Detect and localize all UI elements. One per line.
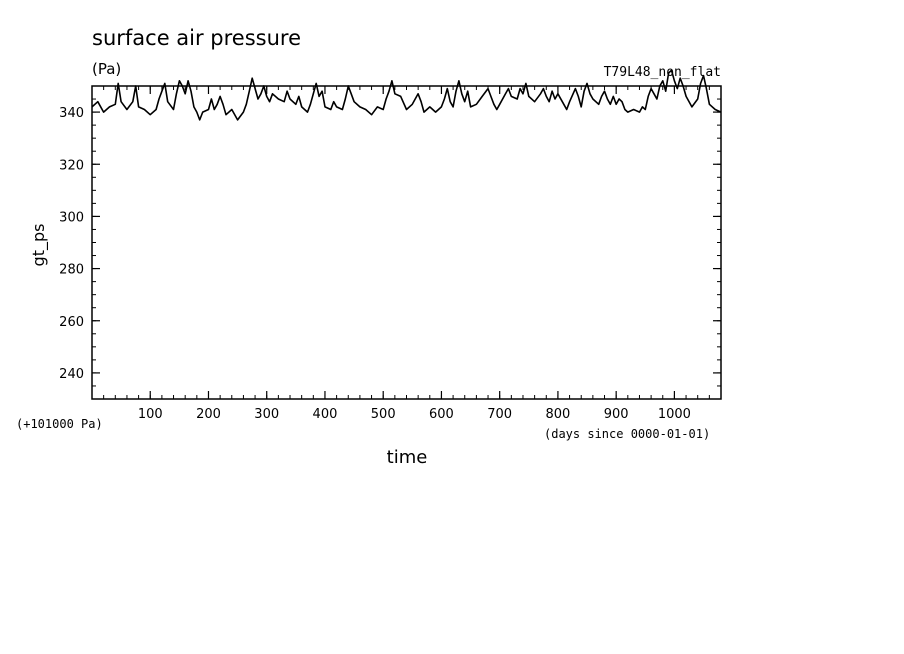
x-tick-label: 100 (138, 407, 163, 422)
plot-frame (91, 85, 722, 400)
x-tick-label: 800 (546, 407, 571, 422)
x-tick-label: 1000 (658, 407, 691, 422)
y-tick-label: 340 (59, 106, 84, 121)
y-tick-label: 240 (59, 367, 84, 382)
y-axis-label: gt_ps (29, 224, 49, 267)
chart-title: surface air pressure (92, 26, 301, 50)
x-tick-label: 500 (371, 407, 396, 422)
y-tick-label: 320 (59, 158, 84, 173)
x-tick-label: 300 (254, 407, 279, 422)
y-tick-label: 260 (59, 315, 84, 330)
y-tick-label: 300 (59, 210, 84, 225)
y-offset-note: (+101000 Pa) (16, 417, 103, 431)
x-tick-label: 600 (429, 407, 454, 422)
units-label: (Pa) (92, 60, 121, 78)
y-tick-label: 280 (59, 263, 84, 278)
plot-area: 100 200 300 400 500 600 700 800 900 1000 240 260 280… (59, 69, 722, 422)
x-units-note: (days since 0000-01-01) (544, 427, 710, 441)
x-tick-label: 700 (487, 407, 512, 422)
x-axis-label: time (387, 447, 428, 468)
x-tick-label: 400 (313, 407, 338, 422)
series-line (91, 69, 722, 121)
x-tick-label: 200 (196, 407, 221, 422)
run-label: T79L48_non_flat (604, 65, 721, 80)
x-tick-label: 900 (604, 407, 629, 422)
